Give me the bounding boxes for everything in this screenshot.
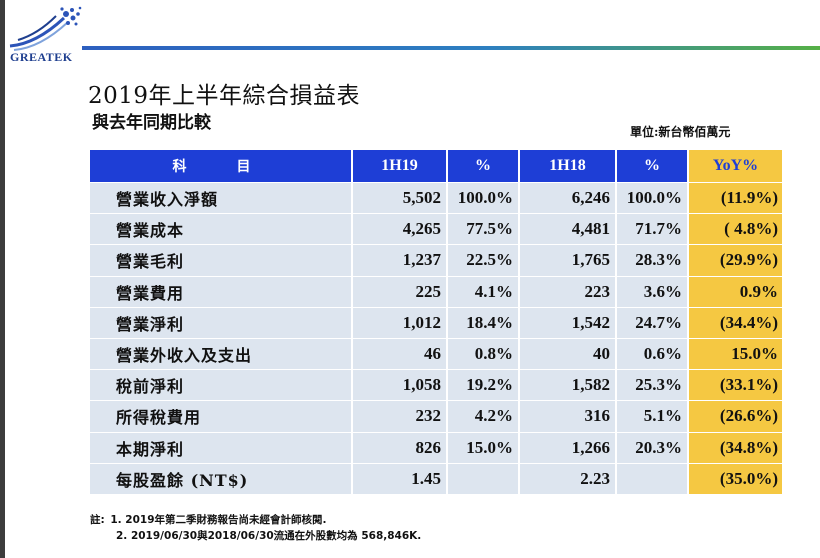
cell-1h18: 2.23: [519, 462, 617, 495]
cell-1h18-pct: 28.3%: [616, 244, 689, 277]
column-header-item: 科 目: [90, 150, 353, 183]
cell-1h19-pct: 4.2%: [447, 400, 520, 433]
cell-1h18-pct: 100.0%: [616, 181, 689, 215]
table-row: 稅前淨利 1,058 19.2% 1,582 25.3% (33.1%): [90, 369, 782, 402]
table-row: 營業外收入及支出 46 0.8% 40 0.6% 15.0%: [90, 337, 782, 371]
cell-1h18: 1,765: [519, 244, 617, 277]
cell-yoy: 15.0%: [688, 337, 782, 371]
cell-1h18-pct: 5.1%: [616, 400, 689, 433]
cell-1h19: 826: [352, 431, 448, 464]
cell-1h19-pct: 22.5%: [447, 244, 520, 277]
cell-1h19: 5,502: [352, 181, 448, 215]
table-row: 每股盈餘 (NT$) 1.45 2.23 (35.0%): [90, 462, 782, 495]
footnote-1: 註: 1. 2019年第二季財務報告尚未經會計師核閱.: [90, 512, 421, 528]
cell-1h19-pct: 18.4%: [447, 306, 520, 339]
table-row: 所得稅費用 232 4.2% 316 5.1% (26.6%): [90, 400, 782, 433]
page-subtitle: 與去年同期比較: [92, 113, 211, 133]
row-label: 稅前淨利: [90, 369, 353, 402]
cell-1h18: 1,542: [519, 306, 617, 339]
cell-1h18-pct: 0.6%: [616, 337, 689, 371]
cell-yoy: (26.6%): [688, 400, 782, 433]
row-label: 營業費用: [90, 275, 353, 308]
cell-1h19-pct: 4.1%: [447, 275, 520, 308]
cell-1h19: 1,237: [352, 244, 448, 277]
cell-yoy: ( 4.8%): [688, 213, 782, 246]
column-header-yoy: YoY%: [688, 150, 782, 183]
row-label: 所得稅費用: [90, 400, 353, 433]
greatek-logo: [6, 4, 86, 70]
cell-1h18: 4,481: [519, 213, 617, 246]
cell-1h19: 225: [352, 275, 448, 308]
table-row: 營業毛利 1,237 22.5% 1,765 28.3% (29.9%): [90, 244, 782, 277]
page-title: 2019年上半年綜合損益表: [88, 83, 361, 109]
cell-yoy: (11.9%): [688, 181, 782, 215]
cell-yoy: (34.4%): [688, 306, 782, 339]
table-header-row: 科 目 1H19 % 1H18 % YoY%: [90, 150, 782, 183]
footnote-text-1: 1. 2019年第二季財務報告尚未經會計師核閱.: [110, 514, 327, 526]
cell-yoy: 0.9%: [688, 275, 782, 308]
footnote-label: 註:: [90, 514, 105, 526]
cell-1h18: 316: [519, 400, 617, 433]
header-divider: [82, 46, 820, 50]
cell-1h19: 1,058: [352, 369, 448, 402]
column-header-1h19: 1H19: [352, 150, 448, 183]
cell-yoy: (34.8%): [688, 431, 782, 464]
cell-yoy: (29.9%): [688, 244, 782, 277]
footnotes: 註: 1. 2019年第二季財務報告尚未經會計師核閱. 2. 2019/06/3…: [90, 512, 421, 544]
row-label: 營業收入淨額: [90, 181, 353, 215]
table-row: 營業收入淨額 5,502 100.0% 6,246 100.0% (11.9%): [90, 181, 782, 215]
row-label: 營業淨利: [90, 306, 353, 339]
footnote-2: 2. 2019/06/30與2018/06/30流通在外股數均為 568,846…: [90, 528, 421, 544]
cell-1h19: 46: [352, 337, 448, 371]
cell-1h18-pct: 25.3%: [616, 369, 689, 402]
row-label: 營業成本: [90, 213, 353, 246]
row-label: 營業毛利: [90, 244, 353, 277]
table-row: 本期淨利 826 15.0% 1,266 20.3% (34.8%): [90, 431, 782, 464]
cell-1h18: 40: [519, 337, 617, 371]
cell-1h19: 1,012: [352, 306, 448, 339]
table-row: 營業費用 225 4.1% 223 3.6% 0.9%: [90, 275, 782, 308]
cell-1h19: 4,265: [352, 213, 448, 246]
cell-1h19-pct: 77.5%: [447, 213, 520, 246]
column-header-1h19-pct: %: [447, 150, 520, 183]
row-label: 本期淨利: [90, 431, 353, 464]
cell-1h18: 1,266: [519, 431, 617, 464]
income-statement-table: 科 目 1H19 % 1H18 % YoY% 營業收入淨額 5,502 100.…: [90, 150, 782, 495]
left-border-strip: [0, 0, 5, 558]
table-row: 營業淨利 1,012 18.4% 1,542 24.7% (34.4%): [90, 306, 782, 339]
cell-1h18-pct: [616, 462, 689, 495]
cell-yoy: (35.0%): [688, 462, 782, 495]
cell-1h19-pct: 15.0%: [447, 431, 520, 464]
cell-1h18: 223: [519, 275, 617, 308]
row-label: 營業外收入及支出: [90, 337, 353, 371]
unit-label: 單位:新台幣佰萬元: [630, 125, 731, 139]
column-header-1h18: 1H18: [519, 150, 617, 183]
row-label: 每股盈餘 (NT$): [90, 462, 353, 495]
cell-1h19-pct: 19.2%: [447, 369, 520, 402]
cell-yoy: (33.1%): [688, 369, 782, 402]
cell-1h18: 1,582: [519, 369, 617, 402]
cell-1h18-pct: 3.6%: [616, 275, 689, 308]
cell-1h19: 232: [352, 400, 448, 433]
cell-1h19-pct: 100.0%: [447, 181, 520, 215]
cell-1h19: 1.45: [352, 462, 448, 495]
cell-1h19-pct: 0.8%: [447, 337, 520, 371]
cell-1h19-pct: [447, 462, 520, 495]
cell-1h18-pct: 71.7%: [616, 213, 689, 246]
cell-1h18-pct: 24.7%: [616, 306, 689, 339]
cell-1h18: 6,246: [519, 181, 617, 215]
footnote-text-2: 2. 2019/06/30與2018/06/30流通在外股數均為 568,846…: [116, 530, 422, 542]
table-row: 營業成本 4,265 77.5% 4,481 71.7% ( 4.8%): [90, 213, 782, 246]
logo-text: GREATEK: [10, 50, 73, 64]
cell-1h18-pct: 20.3%: [616, 431, 689, 464]
column-header-1h18-pct: %: [616, 150, 689, 183]
logo-swoosh-icon: [9, 6, 82, 51]
